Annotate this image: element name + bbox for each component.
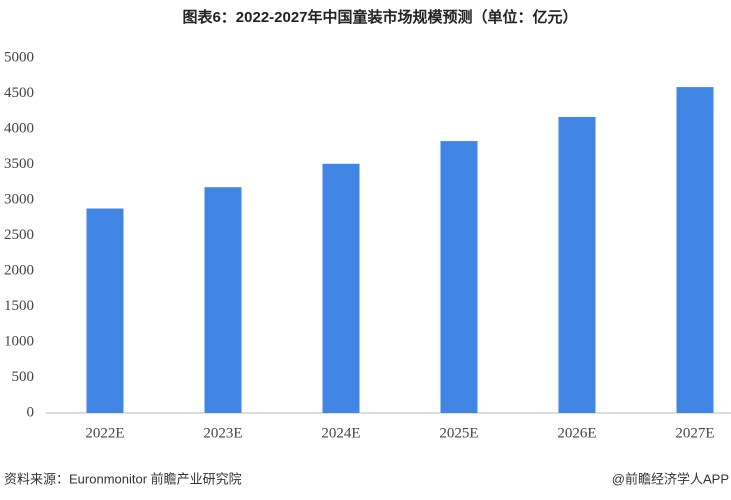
y-tick-label: 5000: [4, 49, 34, 65]
bar: [204, 187, 242, 413]
y-tick-label: 1500: [4, 298, 34, 314]
bar: [440, 141, 478, 413]
source-note: 资料来源：Euronmonitor 前瞻产业研究院: [4, 471, 242, 486]
bar: [676, 87, 714, 414]
bar: [322, 163, 360, 413]
x-tick-label: 2022E: [85, 425, 124, 441]
x-tick-label: 2024E: [321, 425, 360, 441]
y-tick-label: 4000: [4, 120, 34, 136]
y-tick-label: 500: [12, 369, 35, 385]
y-tick-label: 4500: [4, 85, 34, 101]
x-tick-label: 2027E: [675, 425, 714, 441]
y-tick-label: 2000: [4, 262, 34, 278]
y-tick-label: 2500: [4, 227, 34, 243]
y-tick-label: 0: [27, 404, 35, 420]
y-tick-label: 1000: [4, 333, 34, 349]
chart-title: 图表6：2022-2027年中国童装市场规模预测（单位：亿元）: [182, 8, 577, 26]
x-tick-label: 2026E: [557, 425, 596, 441]
x-tick-label: 2023E: [203, 425, 242, 441]
bar: [86, 208, 124, 413]
bar: [558, 116, 596, 414]
y-tick-label: 3000: [4, 191, 34, 207]
brand: @前瞻经济学人APP: [612, 471, 729, 486]
y-tick-label: 3500: [4, 156, 34, 172]
x-tick-label: 2025E: [439, 425, 478, 441]
